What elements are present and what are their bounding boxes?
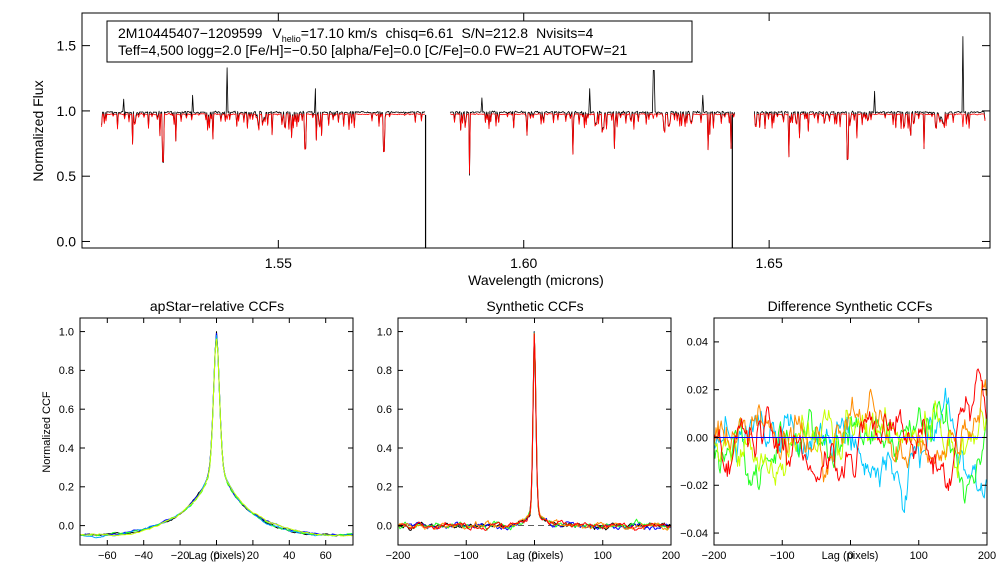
spectrum-ylabel: Normalized Flux xyxy=(30,80,46,181)
synthetic-ccf-panel: Synthetic CCFs −200 −100 0 100 200 0.0 0.2 0.4 0… xyxy=(377,298,680,562)
y-tick-label: 0.2 xyxy=(59,482,74,494)
spectrum-tick-labels: 1.55 1.60 1.65 0.0 0.5 1.0 1.5 xyxy=(57,38,783,271)
y-tick-label: 0.0 xyxy=(377,520,392,532)
apstar-ccf-series xyxy=(79,335,354,539)
y-tick-label: 1.5 xyxy=(57,38,77,54)
x-tick-label: 1.55 xyxy=(265,255,292,271)
apstar-ccf-title: apStar−relative CCFs xyxy=(150,298,284,314)
difference-ccf-series xyxy=(713,400,987,486)
synthetic-ccf-title: Synthetic CCFs xyxy=(486,298,583,314)
x-tick-label: 60 xyxy=(320,550,332,562)
difference-ccf-frame xyxy=(713,317,988,546)
y-tick-label: 1.0 xyxy=(57,103,77,119)
apstar-ccf-ylabel: Normalized CCF xyxy=(41,391,53,473)
x-tick-label: 20 xyxy=(247,550,259,562)
y-tick-label: 0.6 xyxy=(59,404,74,416)
difference-ccf-xlabel: Lag (pixels) xyxy=(822,550,879,562)
y-tick-label: 0.8 xyxy=(377,365,392,377)
apstar-ccf-ticks xyxy=(80,318,353,545)
synthetic-flux-line xyxy=(449,112,735,174)
spectrum-lines xyxy=(101,36,986,248)
difference-ccf-series xyxy=(713,387,987,513)
x-tick-label: 100 xyxy=(910,550,928,562)
legend-box xyxy=(106,20,693,63)
apstar-ccf-frame xyxy=(79,317,354,546)
synthetic-ccf-series xyxy=(397,332,671,531)
x-tick-label: −100 xyxy=(454,550,479,562)
x-tick-label: 200 xyxy=(978,550,996,562)
apstar-ccf-xlabel: Lag (pixels) xyxy=(189,550,246,562)
y-tick-label: 0.8 xyxy=(59,365,74,377)
x-tick-label: −100 xyxy=(770,550,795,562)
synthetic-ccf-tick-labels: −200 −100 0 100 200 0.0 0.2 0.4 0.6 0.8 1.0 xyxy=(377,326,680,562)
x-tick-label: −200 xyxy=(386,550,411,562)
synthetic-flux-line xyxy=(754,112,986,160)
y-tick-label: 1.0 xyxy=(59,326,74,338)
apstar-ccf-series xyxy=(79,336,354,537)
x-tick-label: 100 xyxy=(594,550,612,562)
difference-ccf-series xyxy=(713,368,987,491)
legend-vhelio-sub: helio xyxy=(282,34,301,44)
y-tick-label: −0.04 xyxy=(680,528,708,540)
synthetic-ccf-ticks xyxy=(397,318,672,545)
apstar-ccf-panel: apStar−relative CCFs −60 −40 −20 0 20 40 60 0.0… xyxy=(41,298,354,562)
x-tick-label: −200 xyxy=(702,550,727,562)
apstar-ccf-series xyxy=(79,331,354,537)
x-tick-label: 200 xyxy=(662,550,680,562)
y-tick-label: −0.02 xyxy=(680,480,708,492)
x-tick-label: −20 xyxy=(171,550,190,562)
x-tick-label: 1.65 xyxy=(756,255,783,271)
y-tick-label: 0.00 xyxy=(687,432,708,444)
y-tick-label: 1.0 xyxy=(377,326,392,338)
synthetic-ccf-xlabel: Lag (pixels) xyxy=(507,550,564,562)
spectrum-panel: 1.55 1.60 1.65 0.0 0.5 1.0 1.5 Wavelength (mic… xyxy=(30,12,991,288)
y-tick-label: 0.04 xyxy=(687,337,708,349)
apstar-ccf-series xyxy=(79,333,353,537)
y-tick-label: 0.0 xyxy=(57,233,77,249)
x-tick-label: 0 xyxy=(531,550,537,562)
y-tick-label: 0.4 xyxy=(377,443,392,455)
observed-flux-line xyxy=(101,67,426,163)
x-tick-label: −60 xyxy=(98,550,117,562)
x-tick-label: 40 xyxy=(283,550,295,562)
spectrum-legend: 2M10445407−1209599 Vhelio=17.10 km/s chisq… xyxy=(106,20,693,63)
legend-line-1: 2M10445407−1209599 Vhelio=17.10 km/s chisq… xyxy=(118,25,594,44)
spectrum-frame xyxy=(81,12,991,249)
synthetic-ccf-lines xyxy=(397,331,671,531)
x-tick-label: 0 xyxy=(847,550,853,562)
legend-vhelio-value: =17.10 km/s xyxy=(301,25,378,41)
difference-ccf-title: Difference Synthetic CCFs xyxy=(768,298,933,314)
legend-star: 2M10445407−1209599 xyxy=(118,25,263,41)
x-tick-label: −40 xyxy=(134,550,153,562)
y-tick-label: 0.0 xyxy=(59,520,74,532)
difference-ccf-tick-labels: −200 −100 0 100 200 −0.04 −0.02 0.00 0.02 0.04 xyxy=(680,337,996,562)
apstar-ccf-series xyxy=(80,338,354,537)
legend-chisq: chisq=6.61 xyxy=(385,25,453,41)
y-tick-label: 0.4 xyxy=(59,443,74,455)
y-tick-label: 0.6 xyxy=(377,404,392,416)
spectrum-xlabel: Wavelength (microns) xyxy=(468,272,604,288)
x-tick-label: 1.60 xyxy=(510,255,537,271)
legend-line-2: Teff=4,500 logg=2.0 [Fe/H]=−0.50 [alpha/… xyxy=(118,42,627,58)
spectrum-ticks xyxy=(82,13,990,248)
legend-vhelio-label: V xyxy=(272,25,282,41)
difference-ccf-ticks xyxy=(713,318,988,545)
difference-ccf-lines xyxy=(713,368,987,513)
y-tick-label: 0.02 xyxy=(687,385,708,397)
difference-ccf-series xyxy=(713,379,987,483)
legend-snr: S/N=212.8 xyxy=(462,25,529,41)
y-tick-label: 0.2 xyxy=(377,482,392,494)
apstar-ccf-lines xyxy=(79,331,354,539)
synthetic-flux-line xyxy=(101,112,426,162)
synthetic-ccf-series xyxy=(397,333,671,531)
apstar-ccf-tick-labels: −60 −40 −20 0 20 40 60 0.0 0.2 0.4 0.6 0.8 1.0 xyxy=(59,326,332,562)
difference-ccf-panel: Difference Synthetic CCFs −200 −100 0 100 20… xyxy=(680,298,996,562)
x-tick-label: 0 xyxy=(213,550,219,562)
y-tick-label: 0.5 xyxy=(57,168,77,184)
legend-nvisits: Nvisits=4 xyxy=(536,25,593,41)
